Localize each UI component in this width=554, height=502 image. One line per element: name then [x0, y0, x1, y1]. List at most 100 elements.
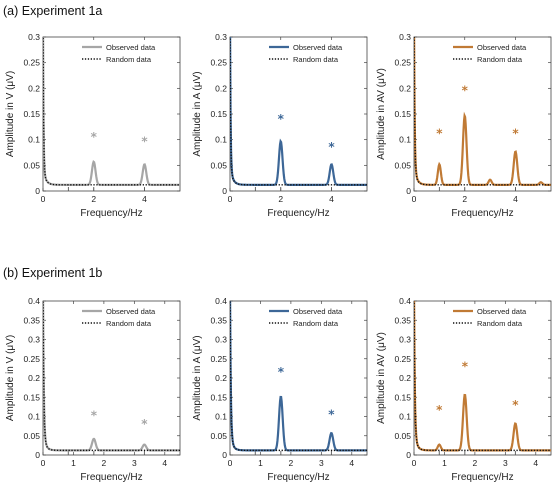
legend-label-random: Random data — [477, 55, 523, 64]
y-axis-label: Amplitude in A (μV) — [192, 335, 203, 420]
y-tick-label: 0.15 — [210, 109, 227, 119]
y-tick-label: 0 — [35, 450, 40, 460]
y-tick-label: 0.1 — [28, 412, 40, 422]
x-axis-label: Frequency/Hz — [451, 208, 513, 219]
y-tick-label: 0.25 — [210, 354, 227, 364]
legend-label-observed: Observed data — [477, 307, 527, 316]
y-tick-label: 0.35 — [394, 315, 411, 325]
y-tick-label: 0.2 — [215, 83, 227, 93]
y-tick-label: 0.05 — [394, 160, 411, 170]
legend-label-observed: Observed data — [293, 307, 343, 316]
chart-panel-5: 0 0.05 0.1 0.15 0.2 0.25 0.3 0.35 0.4 0 1 2 3 4 Freque… — [192, 296, 368, 483]
x-axis-label: Frequency/Hz — [80, 472, 142, 483]
x-tick-label: 0 — [412, 458, 417, 468]
legend-label-observed: Observed data — [477, 43, 527, 52]
significance-star: * — [462, 360, 469, 374]
legend-label-random: Random data — [293, 55, 339, 64]
x-tick-label: 2 — [289, 458, 294, 468]
y-tick-label: 0.15 — [23, 392, 40, 402]
legend-label-observed: Observed data — [293, 43, 343, 52]
significance-star: * — [436, 126, 443, 140]
x-tick-label: 4 — [162, 458, 167, 468]
x-tick-label: 3 — [319, 458, 324, 468]
y-tick-label: 0.4 — [215, 296, 227, 306]
y-tick-label: 0.35 — [23, 315, 40, 325]
x-axis-label: Frequency/Hz — [451, 472, 513, 483]
y-axis-label: Amplitude in AV (μV) — [376, 68, 387, 160]
y-tick-label: 0.25 — [210, 58, 227, 68]
x-tick-label: 0 — [228, 458, 233, 468]
y-tick-label: 0.4 — [399, 296, 411, 306]
y-axis-label: Amplitude in V (μV) — [5, 71, 16, 157]
y-tick-label: 0.2 — [215, 373, 227, 383]
x-tick-label: 0 — [228, 194, 233, 204]
series-line-observed — [43, 37, 180, 186]
significance-star: * — [91, 409, 98, 423]
y-tick-label: 0.25 — [23, 354, 40, 364]
significance-star: * — [328, 140, 335, 154]
y-tick-label: 0.1 — [215, 135, 227, 145]
series-line-random — [414, 301, 551, 452]
series-line-random — [414, 37, 551, 186]
row-title-a: (a) Experiment 1a — [3, 4, 102, 18]
x-tick-label: 1 — [258, 458, 263, 468]
significance-star: * — [141, 417, 148, 431]
x-tick-label: 3 — [503, 458, 508, 468]
significance-star: * — [462, 83, 469, 97]
x-tick-label: 0 — [41, 458, 46, 468]
y-tick-label: 0.15 — [394, 109, 411, 119]
y-tick-label: 0.1 — [399, 412, 411, 422]
significance-star: * — [512, 398, 519, 412]
legend-label-random: Random data — [477, 319, 523, 328]
y-tick-label: 0.3 — [215, 335, 227, 345]
y-tick-label: 0.4 — [28, 296, 40, 306]
significance-star: * — [328, 407, 335, 421]
x-tick-label: 2 — [473, 458, 478, 468]
y-tick-label: 0.2 — [28, 83, 40, 93]
legend-label-random: Random data — [106, 55, 152, 64]
y-tick-label: 0 — [222, 186, 227, 196]
y-tick-label: 0.35 — [210, 315, 227, 325]
y-tick-label: 0.05 — [394, 431, 411, 441]
y-tick-label: 0.3 — [399, 335, 411, 345]
y-tick-label: 0.15 — [394, 392, 411, 402]
x-tick-label: 4 — [142, 194, 147, 204]
y-tick-label: 0 — [406, 186, 411, 196]
y-axis-label: Amplitude in V (μV) — [5, 335, 16, 421]
y-tick-label: 0.25 — [23, 58, 40, 68]
chart-panel-4: 0 0.05 0.1 0.15 0.2 0.25 0.3 0.35 0.4 0 1 2 3 4 Freque… — [5, 296, 181, 483]
y-tick-label: 0.25 — [394, 58, 411, 68]
x-tick-label: 4 — [513, 194, 518, 204]
series-line-random — [230, 301, 367, 452]
series-line-random — [43, 301, 180, 452]
legend-label-random: Random data — [106, 319, 152, 328]
significance-star: * — [91, 130, 98, 144]
y-tick-label: 0.3 — [399, 32, 411, 42]
x-tick-label: 0 — [412, 194, 417, 204]
x-tick-label: 4 — [329, 194, 334, 204]
significance-star: * — [141, 135, 148, 149]
y-axis-label: Amplitude in AV (μV) — [376, 332, 387, 424]
x-tick-label: 4 — [349, 458, 354, 468]
row-title-b: (b) Experiment 1b — [3, 266, 102, 280]
y-tick-label: 0.05 — [23, 160, 40, 170]
significance-star: * — [512, 126, 519, 140]
legend-label-observed: Observed data — [106, 43, 156, 52]
y-tick-label: 0.2 — [399, 83, 411, 93]
y-tick-label: 0 — [406, 450, 411, 460]
x-tick-label: 3 — [132, 458, 137, 468]
y-tick-label: 0.2 — [399, 373, 411, 383]
y-tick-label: 0.1 — [399, 135, 411, 145]
x-axis-label: Frequency/Hz — [267, 472, 329, 483]
x-tick-label: 2 — [102, 458, 107, 468]
series-line-observed — [414, 37, 551, 186]
y-tick-label: 0.3 — [28, 335, 40, 345]
y-tick-label: 0 — [35, 186, 40, 196]
y-tick-label: 0.05 — [210, 431, 227, 441]
y-tick-label: 0.3 — [28, 32, 40, 42]
series-line-observed — [230, 37, 367, 186]
legend-label-random: Random data — [293, 319, 339, 328]
